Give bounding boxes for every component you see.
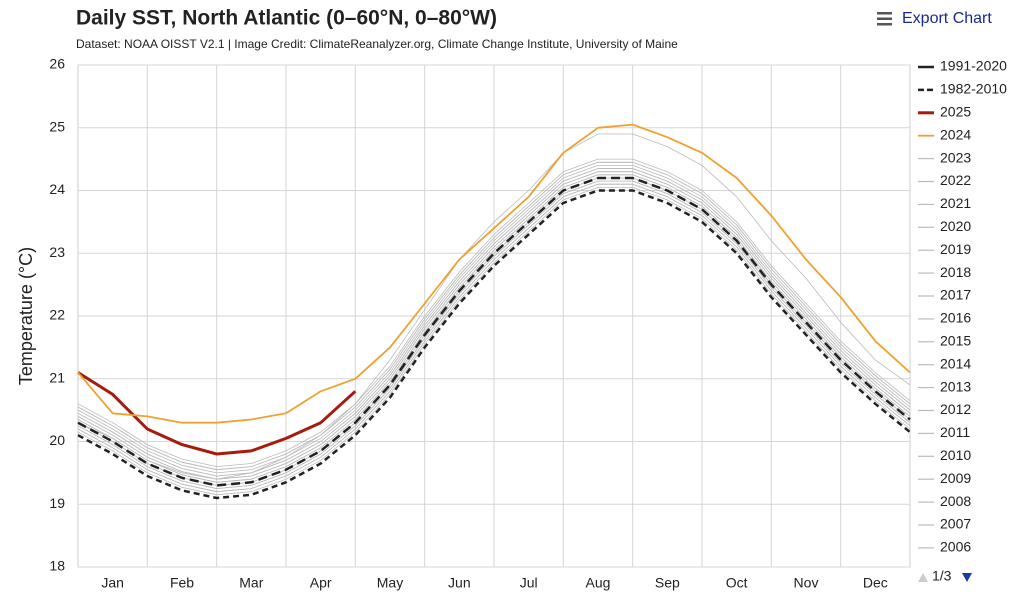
legend-item[interactable]: 2010 [918,447,971,463]
legend-item[interactable]: 2017 [918,287,971,303]
series-line [77,161,911,471]
x-tick-label: Jan [101,575,124,591]
series-line [77,187,911,496]
legend-label: 2022 [940,172,971,188]
legend-item[interactable]: 2025 [918,104,971,120]
legend-label: 2009 [940,470,971,486]
legend-label: 2021 [940,195,971,211]
legend-label: 2019 [940,241,971,257]
legend-label: 2018 [940,264,971,280]
legend-label: 2017 [940,287,971,303]
legend-label: 2015 [940,333,971,349]
x-tick-label: Oct [726,575,748,591]
legend-label: 2011 [940,424,970,440]
pager-label: 1/3 [932,568,952,584]
legend-label: 1982-2010 [940,81,1007,97]
legend-label: 2012 [940,401,971,417]
chart-subtitle: Dataset: NOAA OISST V2.1 | Image Credit:… [76,37,678,51]
series-line [77,180,911,489]
x-tick-label: May [377,575,403,591]
y-tick-label: 25 [49,118,65,134]
series-line [77,158,911,467]
legend-item[interactable]: 2022 [918,172,971,188]
legend-item[interactable]: 2009 [918,470,971,486]
menu-icon-bar [877,23,892,26]
series-line [77,168,911,477]
x-tick-label: Apr [310,575,332,591]
series-line [77,189,911,500]
series-line [77,183,911,493]
legend-label: 2006 [940,539,971,555]
y-tick-label: 21 [49,369,65,385]
legend-pager[interactable]: 1/3 [918,568,972,584]
legend-item[interactable]: 1991-2020 [918,58,1007,74]
legend-item[interactable]: 2007 [918,516,971,532]
x-tick-label: Sep [655,575,680,591]
pager-up[interactable] [918,573,928,582]
legend-label: 2008 [940,493,971,509]
export-button[interactable]: Export Chart [877,10,992,27]
legend-item[interactable]: 1982-2010 [918,81,1007,97]
legend-label: 2013 [940,378,971,394]
legend-item[interactable]: 2008 [918,493,971,509]
y-tick-label: 22 [49,307,65,323]
y-tick-label: 20 [49,432,65,448]
x-tick-label: Nov [794,575,819,591]
series-line [77,165,911,474]
legend-label: 2010 [940,447,971,463]
y-tick-label: 23 [49,244,65,260]
legend-item[interactable]: 2014 [918,355,971,371]
legend-item[interactable]: 2023 [918,149,971,165]
legend-label: 2025 [940,104,971,120]
x-tick-label: Mar [239,575,263,591]
y-tick-label: 24 [49,181,65,197]
legend-item[interactable]: 2011 [918,424,970,440]
legend-label: 2014 [940,355,971,371]
legend-label: 2007 [940,516,971,532]
legend-item[interactable]: 2024 [918,126,971,142]
y-tick-label: 19 [49,495,65,511]
chart-title: Daily SST, North Atlantic (0–60°N, 0–80°… [76,7,497,30]
legend-label: 2024 [940,126,971,142]
legend-item[interactable]: 2013 [918,378,971,394]
x-tick-label: Jun [448,575,471,591]
legend-item[interactable]: 2021 [918,195,971,211]
legend-label: 2020 [940,218,971,234]
y-tick-label: 18 [49,558,65,574]
legend-item[interactable]: 2006 [918,539,971,555]
x-tick-label: Jul [520,575,538,591]
legend-item[interactable]: 2018 [918,264,971,280]
x-tick-label: Dec [863,575,888,591]
series-line [77,123,911,424]
legend-label: 2023 [940,149,971,165]
y-tick-label: 26 [49,56,65,72]
y-axis-label: Temperature (°C) [16,247,36,385]
x-tick-label: Aug [586,575,611,591]
legend-item[interactable]: 2019 [918,241,971,257]
legend-item[interactable]: 2020 [918,218,971,234]
legend-label: 1991-2020 [940,58,1007,74]
legend-item[interactable]: 2012 [918,401,971,417]
menu-icon-bar [877,12,892,15]
series-line [77,371,357,456]
export-label[interactable]: Export Chart [902,10,992,27]
series-line [77,171,911,480]
series-line [77,176,911,487]
legend-label: 2016 [940,310,971,326]
series-line [77,174,911,483]
pager-down[interactable] [962,573,972,582]
legend-item[interactable]: 2015 [918,333,971,349]
menu-icon-bar [877,17,892,20]
x-tick-label: Feb [170,575,194,591]
legend-item[interactable]: 2016 [918,310,971,326]
